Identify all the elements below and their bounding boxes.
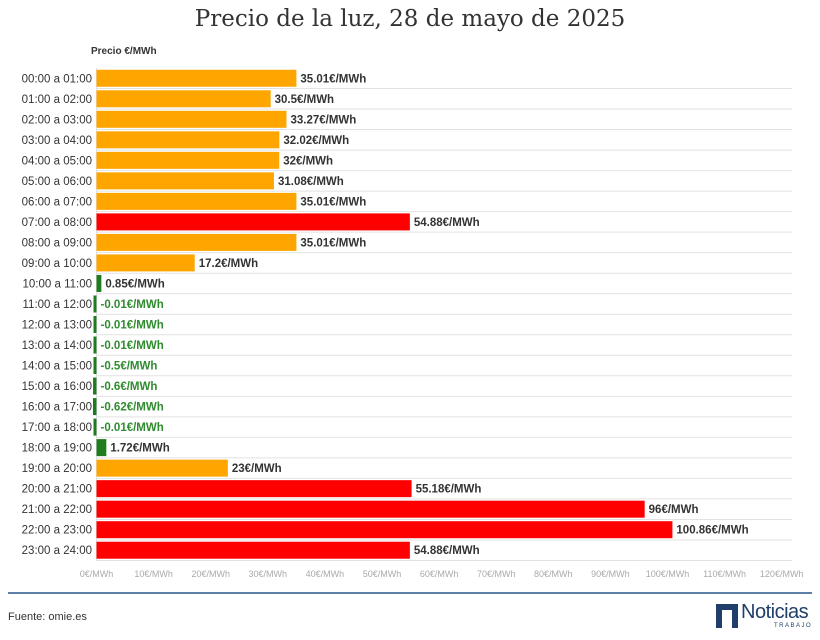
category-label: 11:00 a 12:00 bbox=[23, 299, 93, 311]
bar bbox=[93, 418, 97, 436]
category-label: 02:00 a 03:00 bbox=[22, 114, 92, 126]
value-label: 35.01€/MWh bbox=[300, 196, 366, 208]
bar-chart: 00:00 a 01:00 01:00 a 02:00 02:00 a 03:00 0… bbox=[22, 68, 804, 579]
category-label: 15:00 a 16:00 bbox=[22, 381, 92, 393]
x-tick-label: 60€/MWh bbox=[420, 569, 459, 579]
category-label: 05:00 a 06:00 bbox=[22, 176, 92, 188]
value-label: -0.62€/MWh bbox=[101, 402, 164, 414]
x-tick-label: 50€/MWh bbox=[363, 569, 402, 579]
bar bbox=[96, 274, 102, 292]
category-label: 03:00 a 04:00 bbox=[22, 135, 92, 147]
bar bbox=[96, 69, 297, 87]
footer-divider bbox=[8, 592, 812, 594]
bar bbox=[96, 192, 297, 210]
x-axis-ticks: 0€/MWh 10€/MWh 20€/MWh 30€/MWh 40€/MWh 50€/MW… bbox=[80, 569, 804, 579]
category-label: 20:00 a 21:00 bbox=[22, 484, 92, 496]
value-label: -0.01€/MWh bbox=[101, 422, 164, 434]
x-tick-label: 10€/MWh bbox=[134, 569, 173, 579]
grid-lines bbox=[96, 68, 792, 561]
category-label: 06:00 a 07:00 bbox=[22, 196, 92, 208]
x-tick-label: 70€/MWh bbox=[477, 569, 516, 579]
y-axis-label: Precio €/MWh bbox=[91, 46, 157, 57]
bar bbox=[93, 357, 97, 375]
value-label: 32.02€/MWh bbox=[283, 135, 349, 147]
category-label: 14:00 a 15:00 bbox=[22, 361, 92, 373]
category-label: 00:00 a 01:00 bbox=[22, 73, 92, 85]
value-label: 30.5€/MWh bbox=[275, 94, 334, 106]
value-label: -0.01€/MWh bbox=[101, 340, 164, 352]
bar bbox=[93, 377, 97, 395]
bar bbox=[96, 172, 274, 190]
value-label: 54.88€/MWh bbox=[414, 217, 480, 229]
category-label: 09:00 a 10:00 bbox=[22, 258, 92, 270]
chart-title: Precio de la luz, 28 de mayo de 2025 bbox=[194, 6, 626, 32]
x-tick-label: 80€/MWh bbox=[534, 569, 573, 579]
value-label: 33.27€/MWh bbox=[290, 114, 356, 126]
x-tick-label: 110€/MWh bbox=[703, 569, 746, 579]
value-label: 17.2€/MWh bbox=[199, 258, 258, 270]
brand-logo[interactable]: Noticias TRABAJO bbox=[716, 601, 814, 632]
bar bbox=[96, 521, 673, 539]
bar bbox=[93, 336, 97, 354]
value-label: 23€/MWh bbox=[232, 463, 282, 475]
value-label: 0.85€/MWh bbox=[105, 278, 164, 290]
value-label: -0.01€/MWh bbox=[101, 299, 164, 311]
category-label: 04:00 a 05:00 bbox=[22, 155, 92, 167]
value-label: 55.18€/MWh bbox=[416, 484, 482, 496]
x-tick-label: 0€/MWh bbox=[80, 569, 114, 579]
bars bbox=[92, 69, 673, 559]
category-label: 17:00 a 18:00 bbox=[22, 422, 92, 434]
bar bbox=[96, 541, 410, 559]
category-label: 10:00 a 11:00 bbox=[23, 278, 93, 290]
x-tick-label: 20€/MWh bbox=[191, 569, 230, 579]
bar bbox=[96, 90, 271, 108]
bar bbox=[96, 213, 410, 231]
value-label: 35.01€/MWh bbox=[300, 237, 366, 249]
bar bbox=[96, 439, 107, 457]
logo-n-icon bbox=[716, 604, 738, 628]
category-label: 07:00 a 08:00 bbox=[22, 217, 92, 229]
bar bbox=[96, 459, 228, 477]
category-label: 21:00 a 22:00 bbox=[22, 504, 92, 516]
value-label: 54.88€/MWh bbox=[414, 545, 480, 557]
category-label: 01:00 a 02:00 bbox=[22, 94, 92, 106]
bar bbox=[96, 110, 287, 128]
category-label: 19:00 a 20:00 bbox=[22, 463, 92, 475]
value-labels: 35.01€/MWh 30.5€/MWh 33.27€/MWh 32.02€/MWh 3… bbox=[99, 73, 748, 557]
category-label: 08:00 a 09:00 bbox=[22, 237, 92, 249]
bar bbox=[93, 316, 97, 333]
value-label: 32€/MWh bbox=[283, 155, 333, 167]
bar bbox=[92, 398, 97, 416]
value-label: 1.72€/MWh bbox=[110, 443, 169, 455]
category-label: 12:00 a 13:00 bbox=[22, 320, 92, 332]
value-label: 96€/MWh bbox=[649, 504, 699, 516]
bar bbox=[96, 131, 280, 149]
x-tick-label: 40€/MWh bbox=[306, 569, 345, 579]
category-label: 13:00 a 14:00 bbox=[22, 340, 92, 352]
category-label: 18:00 a 19:00 bbox=[22, 443, 92, 455]
logo-subtitle: TRABAJO bbox=[774, 623, 813, 629]
value-label: -0.6€/MWh bbox=[101, 381, 158, 393]
bar bbox=[96, 480, 412, 498]
source-note: Fuente: omie.es bbox=[8, 611, 87, 623]
bar bbox=[93, 295, 97, 313]
category-label: 23:00 a 24:00 bbox=[22, 545, 92, 557]
category-label: 22:00 a 23:00 bbox=[22, 525, 92, 537]
x-tick-label: 120€/MWh bbox=[760, 569, 804, 579]
bar bbox=[96, 254, 195, 272]
bar bbox=[96, 151, 280, 169]
x-tick-label: 90€/MWh bbox=[591, 569, 630, 579]
value-label: 31.08€/MWh bbox=[278, 176, 344, 188]
logo-name: Noticias bbox=[741, 601, 809, 623]
value-label: 35.01€/MWh bbox=[300, 73, 366, 85]
value-label: 100.86€/MWh bbox=[676, 525, 748, 537]
category-label: 16:00 a 17:00 bbox=[22, 402, 92, 414]
bar bbox=[96, 233, 297, 251]
bar bbox=[96, 500, 645, 518]
category-labels: 00:00 a 01:00 01:00 a 02:00 02:00 a 03:00 0… bbox=[22, 73, 92, 557]
x-tick-label: 30€/MWh bbox=[249, 569, 288, 579]
value-label: -0.01€/MWh bbox=[101, 320, 164, 332]
x-tick-label: 100€/MWh bbox=[646, 569, 690, 579]
value-label: -0.5€/MWh bbox=[101, 361, 158, 373]
